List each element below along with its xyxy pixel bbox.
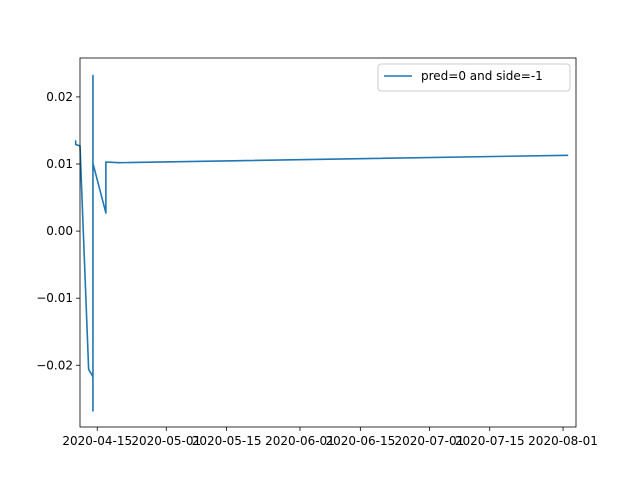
y-tick-label: −0.02 (36, 358, 73, 372)
x-tick-label: 2020-04-15 (62, 434, 132, 448)
data-point (92, 162, 94, 164)
x-tick-label: 2020-08-01 (528, 434, 598, 448)
data-point (118, 162, 120, 164)
data-point (75, 140, 77, 142)
data-point (105, 212, 107, 214)
series-line (74, 74, 569, 412)
x-tick-label: 2020-07-01 (394, 434, 464, 448)
legend-box (377, 63, 571, 92)
x-tick-label: 2020-07-15 (455, 434, 525, 448)
data-point (92, 74, 94, 77)
x-tick-label: 2020-05-15 (192, 434, 262, 448)
data-point (105, 161, 107, 163)
x-tick-label: 2020-05-01 (131, 434, 201, 448)
data-point (88, 368, 90, 370)
data-point (92, 410, 94, 412)
data-point (566, 154, 568, 156)
x-tick-label: 2020-06-15 (325, 434, 395, 448)
y-tick-label: −0.01 (36, 291, 73, 305)
legend-label: pred=0 and side=-1 (421, 69, 543, 83)
y-tick-label: 0.01 (46, 157, 73, 171)
legend: pred=0 and side=-1 (377, 63, 571, 92)
y-tick-label: 0.00 (46, 224, 73, 238)
y-tick-label: 0.02 (46, 90, 73, 104)
data-point (92, 376, 94, 378)
data-point (75, 143, 77, 146)
x-tick-label: 2020-06-01 (265, 434, 335, 448)
series-layer (74, 74, 569, 412)
plot-frame (79, 57, 577, 428)
